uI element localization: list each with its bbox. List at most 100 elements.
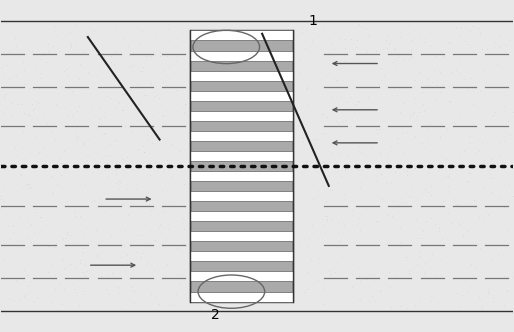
Point xyxy=(126,128,135,133)
Point xyxy=(73,49,81,54)
Point xyxy=(477,224,485,229)
Point xyxy=(493,61,501,67)
Point xyxy=(431,53,439,58)
Point xyxy=(166,64,174,69)
Point xyxy=(70,209,78,214)
Point xyxy=(109,247,117,252)
Point xyxy=(142,51,151,57)
Point xyxy=(17,173,25,178)
Point xyxy=(155,95,163,101)
Point xyxy=(125,31,134,36)
Point xyxy=(68,114,76,119)
Point xyxy=(107,53,115,58)
Point xyxy=(500,205,508,210)
Point xyxy=(93,227,101,233)
Point xyxy=(67,88,76,94)
Point xyxy=(32,158,41,163)
Point xyxy=(27,239,35,244)
Point xyxy=(491,203,499,208)
Point xyxy=(355,273,363,279)
Point xyxy=(33,265,41,270)
Point xyxy=(377,65,385,70)
Point xyxy=(115,187,123,192)
Point xyxy=(496,194,504,199)
Point xyxy=(8,222,16,227)
Point xyxy=(390,46,398,51)
Point xyxy=(354,265,362,271)
Point xyxy=(411,96,419,101)
Point xyxy=(104,291,112,296)
Point xyxy=(63,231,71,236)
Point xyxy=(134,146,142,152)
Point xyxy=(167,62,175,68)
Point xyxy=(341,118,350,123)
Point xyxy=(350,109,358,114)
Point xyxy=(376,151,384,157)
Point xyxy=(334,120,342,125)
Point xyxy=(173,275,181,281)
Point xyxy=(101,167,109,173)
Point xyxy=(103,62,111,67)
Point xyxy=(12,44,21,49)
Point xyxy=(156,222,164,227)
Point xyxy=(71,214,80,219)
Point xyxy=(79,270,87,275)
Point xyxy=(365,272,374,277)
Point xyxy=(20,293,28,298)
Point xyxy=(438,236,447,241)
Point xyxy=(3,62,11,68)
Point xyxy=(416,298,425,304)
Point xyxy=(100,54,108,60)
Point xyxy=(454,267,462,272)
Point xyxy=(30,186,39,191)
Point xyxy=(93,225,101,231)
Point xyxy=(462,186,470,191)
Point xyxy=(454,123,462,128)
Point xyxy=(11,145,19,150)
Point xyxy=(391,66,399,71)
Point xyxy=(418,89,426,95)
Point xyxy=(93,73,101,78)
Point xyxy=(330,46,338,51)
Point xyxy=(164,303,173,308)
Point xyxy=(387,180,395,185)
Point xyxy=(112,24,120,29)
Point xyxy=(421,188,429,193)
Point xyxy=(20,268,28,273)
Point xyxy=(93,253,101,258)
Point xyxy=(43,120,51,125)
Point xyxy=(22,182,30,187)
Point xyxy=(414,235,422,241)
Point xyxy=(63,229,71,234)
Point xyxy=(471,264,480,270)
Point xyxy=(159,113,168,119)
Point xyxy=(63,198,71,203)
Point xyxy=(365,106,374,111)
Point xyxy=(173,36,181,41)
Point xyxy=(494,32,503,37)
Point xyxy=(75,302,83,307)
Point xyxy=(121,228,129,233)
Point xyxy=(130,289,138,294)
Point xyxy=(159,67,168,72)
Point xyxy=(150,112,158,117)
Point xyxy=(306,32,314,37)
Point xyxy=(30,229,38,234)
Point xyxy=(102,35,111,40)
Bar xyxy=(190,231,293,241)
Point xyxy=(119,91,127,96)
Point xyxy=(487,156,495,161)
Point xyxy=(377,171,385,177)
Point xyxy=(341,147,350,152)
Point xyxy=(447,69,455,75)
Point xyxy=(163,262,171,267)
Point xyxy=(129,268,137,273)
Point xyxy=(81,91,89,96)
Point xyxy=(415,139,424,145)
Point xyxy=(307,257,315,262)
Point xyxy=(387,143,395,149)
Point xyxy=(363,49,371,55)
Point xyxy=(367,144,375,149)
Point xyxy=(135,101,143,107)
Point xyxy=(9,229,17,234)
